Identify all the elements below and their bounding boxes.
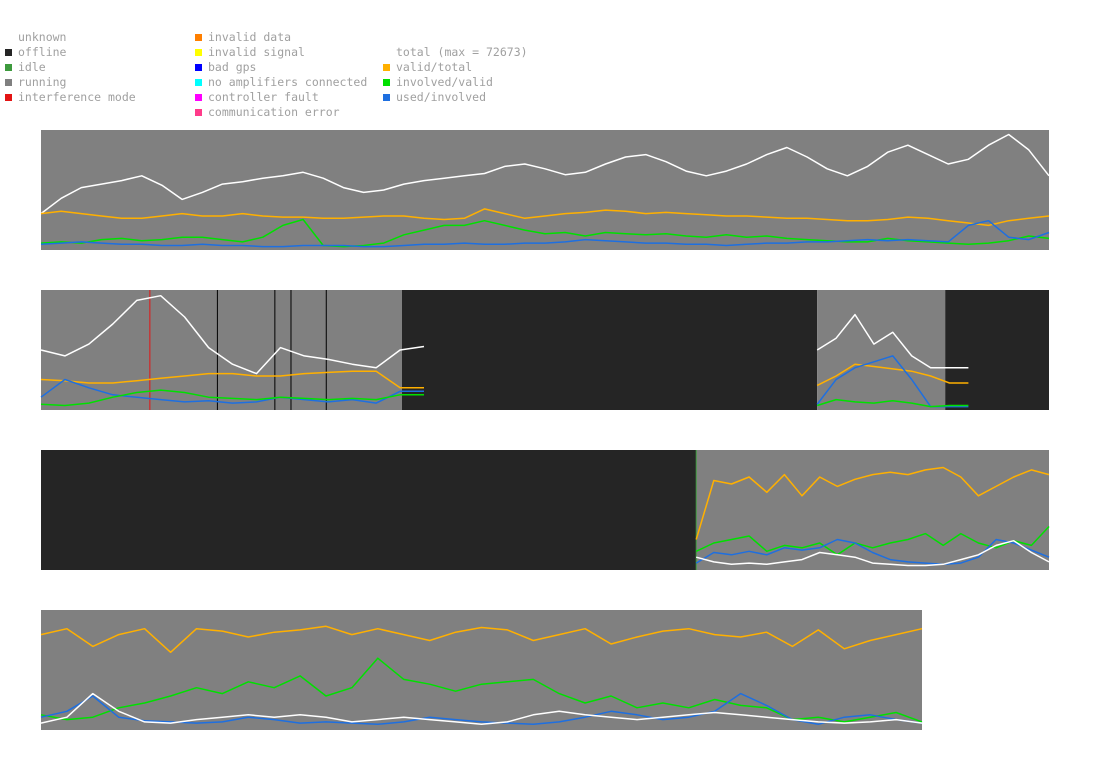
involved-valid-line	[40, 218, 1050, 248]
involved-valid-line	[816, 398, 969, 408]
total-line	[40, 133, 1050, 215]
legend-swatch	[195, 34, 202, 41]
total-line	[816, 313, 969, 369]
legend-swatch	[383, 64, 390, 71]
valid-total-line	[695, 466, 1050, 540]
valid-total-line	[40, 208, 1050, 227]
legend-swatch	[383, 94, 390, 101]
legend-swatch	[5, 79, 12, 86]
legend-swatch	[195, 79, 202, 86]
legend-swatch	[5, 64, 12, 71]
total-line	[696, 539, 1050, 567]
legend-swatch	[5, 49, 12, 56]
status-band-running	[41, 290, 402, 410]
legend-swatch	[383, 79, 390, 86]
used-involved-line	[695, 538, 1050, 566]
legend-swatch	[5, 94, 12, 101]
total-line	[40, 692, 923, 726]
used-involved-line	[40, 692, 923, 726]
used-involved-line	[40, 378, 424, 404]
total-line	[40, 294, 425, 375]
valid-total-line	[816, 363, 969, 387]
status-band-offline	[401, 290, 818, 410]
involved-valid-line	[40, 657, 923, 723]
legend-swatch	[195, 109, 202, 116]
status-band-offline	[41, 450, 697, 570]
valid-total-line	[40, 370, 424, 389]
used-involved-line	[40, 219, 1050, 248]
legend-swatch	[195, 64, 202, 71]
status-band-offline	[945, 290, 1049, 410]
status-band-running	[696, 450, 1049, 570]
legend-swatch	[195, 49, 202, 56]
status-band-running	[817, 290, 946, 410]
valid-total-line	[40, 625, 923, 654]
involved-valid-line	[40, 389, 424, 407]
legend-swatch	[195, 94, 202, 101]
